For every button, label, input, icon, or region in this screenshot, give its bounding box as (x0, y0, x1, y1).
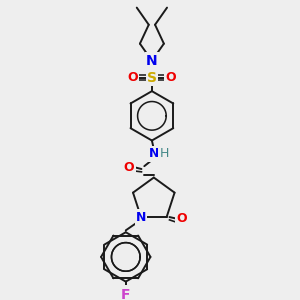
Text: F: F (121, 288, 130, 300)
Text: O: O (124, 160, 134, 174)
Text: N: N (136, 211, 146, 224)
Text: O: O (128, 71, 138, 84)
Text: O: O (176, 212, 187, 225)
Text: N: N (148, 147, 159, 160)
Text: O: O (166, 71, 176, 84)
Text: N: N (146, 54, 158, 68)
Text: H: H (160, 147, 169, 160)
Text: S: S (147, 71, 157, 85)
